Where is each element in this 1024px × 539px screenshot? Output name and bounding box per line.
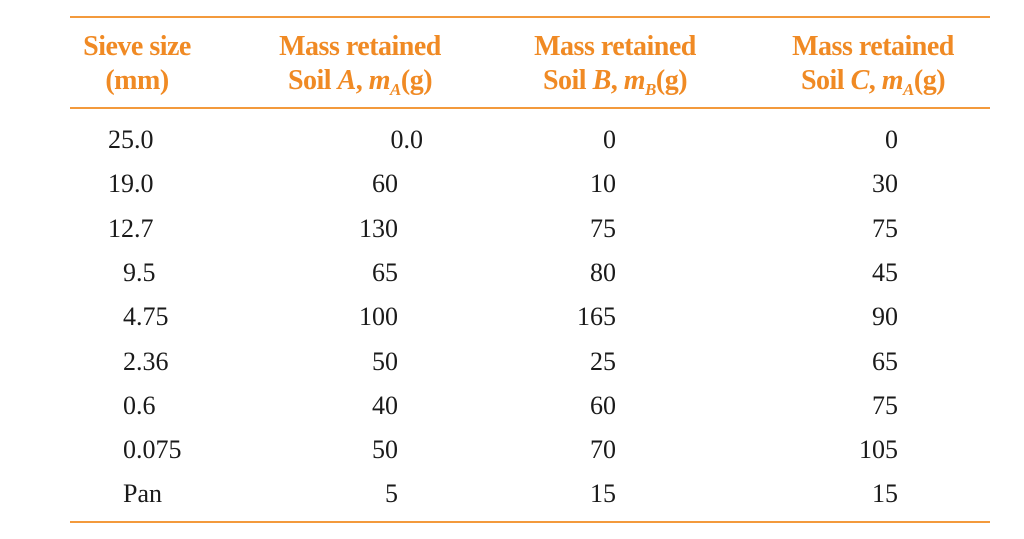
cell-soil-c: 0 xyxy=(885,125,898,154)
cell-soil-b: 15 xyxy=(590,479,616,509)
cell-soil-b: 165 xyxy=(577,302,616,332)
cell-soil-c: 15 xyxy=(872,479,898,509)
cell-soil-a: 50 xyxy=(372,435,398,465)
cell-soil-b: 60 xyxy=(590,390,616,420)
cell-sieve-size: 4.75 xyxy=(123,302,169,332)
cell-soil-a: 5 xyxy=(385,479,398,509)
header-line2: Soil B, mB(g) xyxy=(542,65,688,99)
header-line2: Soil A, mA(g) xyxy=(287,65,433,99)
cell-soil-c: 30 xyxy=(872,169,898,199)
cell-soil-b: 75 xyxy=(590,213,616,243)
cell-soil-b: 80 xyxy=(590,257,616,287)
cell-sieve-size: 0.6 xyxy=(123,390,156,420)
cell-soil-c: 105 xyxy=(859,435,898,465)
header-line2: Soil C, mA(g) xyxy=(800,65,946,99)
bottom-rule xyxy=(70,521,990,523)
cell-soil-c: 90 xyxy=(872,302,898,332)
cell-sieve-size: 2.36 xyxy=(123,346,169,376)
cell-soil-a: 130 xyxy=(359,213,398,243)
cell-sieve-size: 12.7 xyxy=(108,213,154,243)
cell-soil-b: 70 xyxy=(590,435,616,465)
cell-soil-a: 100 xyxy=(359,302,398,332)
cell-soil-c: 75 xyxy=(872,390,898,420)
header-soil-a: Mass retained Soil A, mA(g) xyxy=(245,30,475,107)
header-rule xyxy=(70,107,990,109)
cell-soil-b: 25 xyxy=(590,346,616,376)
cell-sieve-size: 19.0 xyxy=(108,169,154,199)
header-sieve-size: Sieve size (mm) xyxy=(62,30,212,98)
header-line1: Mass retained xyxy=(792,31,954,62)
cell-soil-b: 10 xyxy=(590,169,616,199)
cell-soil-a: 60 xyxy=(372,169,398,199)
cell-sieve-size: 25.0 xyxy=(108,125,154,154)
cell-soil-a: 50 xyxy=(372,346,398,376)
header-line1: Mass retained xyxy=(534,31,696,62)
cell-soil-a: 40 xyxy=(372,390,398,420)
header-line1: Sieve size xyxy=(83,31,191,62)
header-line1: Mass retained xyxy=(279,31,441,62)
cell-soil-a: 0.0 xyxy=(390,125,424,154)
cell-soil-b: 0 xyxy=(603,125,616,154)
cell-sieve-size: 0.075 xyxy=(123,435,182,465)
cell-soil-c: 65 xyxy=(872,346,898,376)
cell-soil-c: 45 xyxy=(872,257,898,287)
cell-sieve-size: Pan xyxy=(123,479,162,509)
header-soil-c: Mass retained Soil C, mA(g) xyxy=(758,30,988,107)
header-soil-b: Mass retained Soil B, mB(g) xyxy=(500,30,730,107)
cell-sieve-size: 9.5 xyxy=(123,257,156,287)
cell-soil-a: 65 xyxy=(372,257,398,287)
header-line2: (mm) xyxy=(105,65,169,96)
top-rule xyxy=(70,16,990,18)
cell-soil-c: 75 xyxy=(872,213,898,243)
